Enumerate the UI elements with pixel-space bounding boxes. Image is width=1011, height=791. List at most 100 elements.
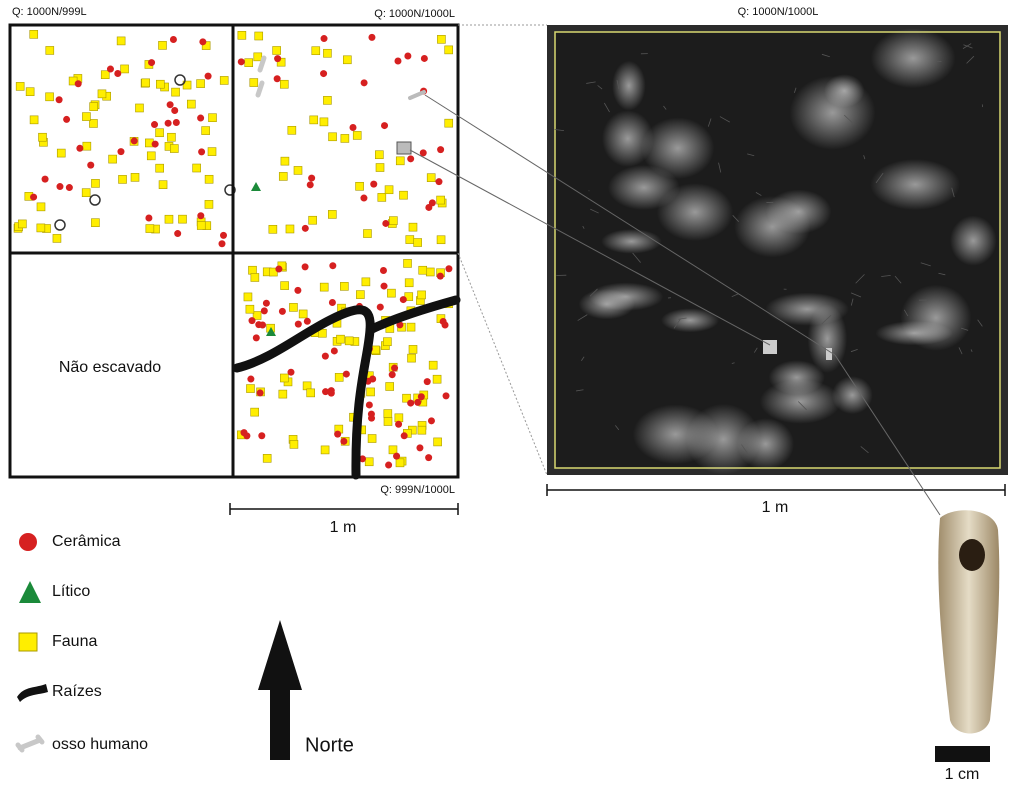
fauna-symbol — [91, 179, 99, 187]
ceramic-symbol — [380, 267, 387, 274]
ceramic-symbol — [368, 415, 375, 422]
ceramic-symbol — [407, 400, 414, 407]
photo-texture — [871, 28, 956, 88]
ceramic-symbol — [170, 36, 177, 43]
ceramic-symbol — [381, 122, 388, 129]
fauna-symbol — [30, 116, 38, 124]
ceramic-symbol — [294, 287, 301, 294]
photo-texture — [633, 404, 718, 464]
ceramic-symbol — [257, 389, 264, 396]
fauna-symbol — [376, 164, 384, 172]
legend-label: Fauna — [52, 633, 97, 650]
quadrant-label: Q: 1000N/999L — [12, 6, 87, 18]
fauna-symbol — [384, 410, 392, 418]
fauna-symbol — [246, 385, 254, 393]
fauna-symbol — [208, 148, 216, 156]
ceramic-symbol — [87, 162, 94, 169]
ceramic-symbol — [385, 462, 392, 469]
fauna-symbol — [30, 30, 38, 38]
ceramic-symbol — [302, 225, 309, 232]
ceramic-symbol — [295, 321, 302, 328]
ceramic-symbol — [199, 38, 206, 45]
fauna-symbol — [429, 361, 437, 369]
fauna-symbol — [98, 90, 106, 98]
ceramic-symbol — [401, 432, 408, 439]
fauna-symbol — [396, 459, 404, 467]
photo-texture — [601, 229, 661, 254]
fauna-symbol — [82, 113, 90, 121]
ceramic-symbol — [368, 34, 375, 41]
ceramic-symbol — [275, 266, 282, 273]
ceramic-symbol — [322, 388, 329, 395]
ceramic-symbol — [174, 230, 181, 237]
fauna-symbol — [404, 259, 412, 267]
fauna-symbol — [375, 151, 383, 159]
ceramic-symbol — [263, 300, 270, 307]
fauna-symbol — [16, 82, 24, 90]
ceramic-symbol — [253, 334, 260, 341]
ceramic-symbol — [302, 263, 309, 270]
fauna-symbol — [246, 305, 254, 313]
ceramic-symbol — [389, 371, 396, 378]
fauna-symbol — [255, 32, 263, 40]
photo-texture — [589, 191, 590, 192]
excavation-grid — [10, 25, 458, 477]
fauna-symbol — [353, 131, 361, 139]
photo-texture — [765, 293, 849, 326]
fauna-symbol — [320, 283, 328, 291]
shell-symbol — [55, 220, 65, 230]
fauna-symbol — [251, 273, 259, 281]
fauna-symbol — [220, 76, 228, 84]
ceramic-symbol — [437, 273, 444, 280]
ceramic-symbol — [404, 52, 411, 59]
fauna-symbol — [389, 446, 397, 454]
ceramic-symbol — [114, 70, 121, 77]
fauna-symbol — [197, 222, 205, 230]
fauna-symbol — [312, 47, 320, 55]
ceramic-symbol — [274, 55, 281, 62]
fauna-symbol — [294, 166, 302, 174]
ceramic-symbol — [151, 121, 158, 128]
fauna-symbol — [323, 49, 331, 57]
ceramic-symbol — [56, 96, 63, 103]
ceramic-symbol — [393, 453, 400, 460]
artifact-scale-bar — [935, 746, 990, 762]
fauna-symbol — [445, 46, 453, 54]
photo-texture — [641, 117, 714, 179]
fauna-symbol — [414, 239, 422, 247]
fauna-symbol — [90, 103, 98, 111]
map-scale-label: 1 m — [330, 519, 357, 536]
fauna-symbol — [170, 145, 178, 153]
fauna-symbol — [245, 59, 253, 67]
ceramic-symbol — [287, 369, 294, 376]
fauna-symbol — [426, 268, 434, 276]
ceramic-symbol — [117, 148, 124, 155]
ceramic-symbol — [107, 66, 114, 73]
fauna-symbol — [290, 440, 298, 448]
fauna-symbol — [119, 175, 127, 183]
ceramic-symbol — [391, 365, 398, 372]
fauna-symbol — [18, 220, 26, 228]
fauna-symbol — [109, 155, 117, 163]
ceramic-symbol — [240, 429, 247, 436]
fauna-symbol — [406, 236, 414, 244]
fauna-symbol — [37, 224, 45, 232]
photo-texture — [661, 308, 719, 332]
human-bone — [410, 92, 424, 98]
fauna-symbol — [91, 219, 99, 227]
map-scale-bar — [230, 503, 458, 515]
fauna-symbol — [323, 96, 331, 104]
fauna-symbol — [310, 116, 318, 124]
fauna-symbol — [250, 79, 258, 87]
fauna-symbol — [57, 149, 65, 157]
ceramic-symbol — [218, 240, 225, 247]
ceramic-symbol — [407, 155, 414, 162]
ceramic-symbol — [370, 181, 377, 188]
ceramic-symbol — [320, 70, 327, 77]
fauna-symbol — [273, 46, 281, 54]
photo-texture — [950, 216, 997, 266]
fauna-symbol — [328, 210, 336, 218]
fauna-symbol — [399, 191, 407, 199]
quadrant-label: Q: 1000N/1000L — [374, 8, 455, 20]
fauna-symbol — [336, 335, 344, 343]
